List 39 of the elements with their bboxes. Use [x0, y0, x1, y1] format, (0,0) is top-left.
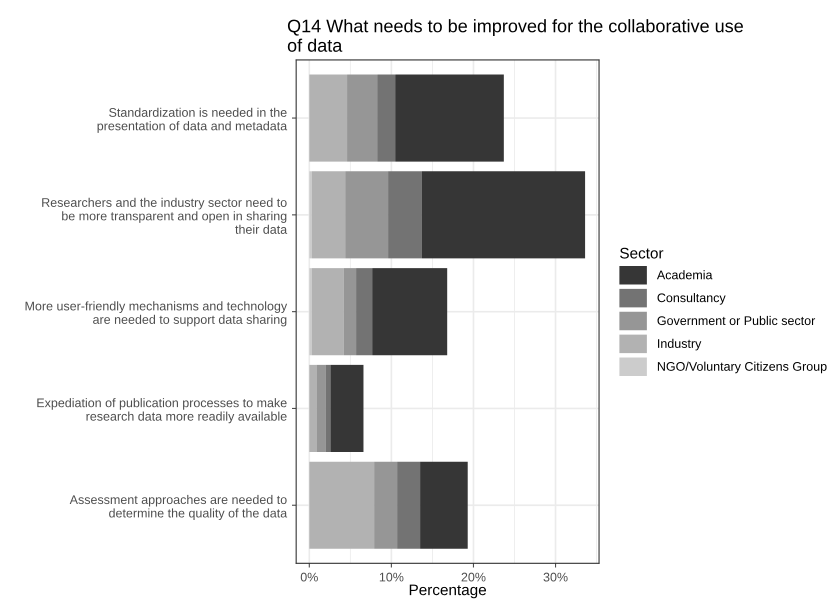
bar — [420, 462, 468, 549]
chart-title: Q14 What needs to be improved for the collaborative use of data — [288, 19, 743, 52]
y-tick-label: Expediation of publication processes to make research data more readily available — [37, 398, 287, 424]
bar — [345, 171, 388, 258]
bar — [372, 268, 448, 356]
legend-label: Industry — [658, 338, 702, 350]
bar — [309, 268, 312, 356]
bar — [309, 364, 317, 452]
bar — [309, 171, 312, 258]
bar — [312, 171, 346, 258]
bar — [397, 462, 420, 549]
bar — [330, 364, 364, 452]
legend-title: Sector — [620, 248, 664, 259]
bar — [316, 364, 326, 452]
x-tick-label: 20% — [462, 572, 486, 582]
x-tick-label: 10% — [380, 572, 404, 582]
y-tick-label: More user-friendly mechanisms and technology are needed to support data sharing — [26, 301, 288, 326]
y-tick-label: Standardization is needed in the presentation of data and metadata — [98, 108, 288, 133]
y-tick-label: Assessment approaches are needed to determine the quality of the data — [70, 494, 288, 520]
legend-label: Academia — [656, 270, 712, 280]
bar — [374, 462, 398, 549]
legend-label: NGO/Voluntary Citizens Group — [658, 362, 827, 374]
bar — [347, 74, 378, 162]
bar — [309, 74, 348, 162]
bar — [312, 268, 344, 356]
bar — [388, 171, 422, 258]
legend-label: Government or Public sector — [658, 316, 816, 326]
bar — [422, 171, 586, 258]
x-tick-label: 30% — [544, 572, 568, 582]
bar — [395, 74, 504, 162]
bar — [309, 462, 374, 549]
bar — [356, 268, 372, 356]
y-tick-label: Researchers and the industry sector need to be more transparent and open in sharing their data — [42, 198, 288, 234]
legend-label: Consultancy — [658, 293, 726, 305]
bar — [344, 268, 356, 356]
x-tick-label: 0% — [300, 572, 318, 582]
bar — [326, 364, 331, 452]
bar — [377, 74, 396, 162]
x-axis-title: Percentage — [410, 584, 486, 598]
